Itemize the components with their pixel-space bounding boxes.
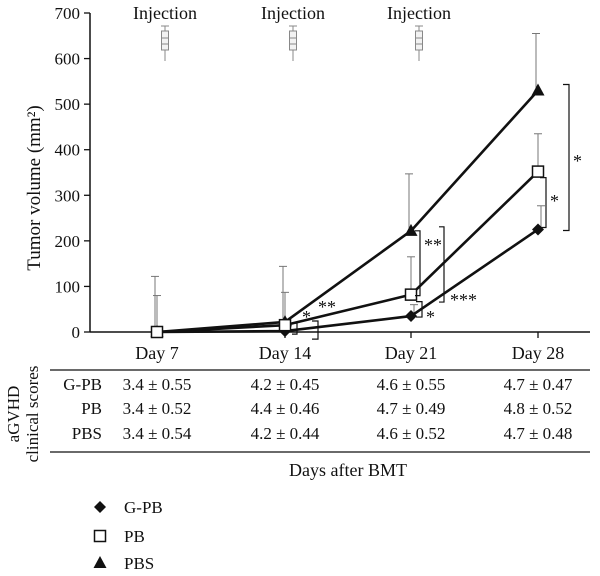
row-group-label: PB — [81, 399, 102, 418]
table-cell: 3.4 ± 0.52 — [123, 399, 192, 418]
syringe-icon — [161, 25, 169, 61]
table-cell: 3.4 ± 0.55 — [123, 375, 192, 394]
table-cell: 4.4 ± 0.46 — [251, 399, 320, 418]
error-bars — [151, 33, 545, 332]
table-cell: 4.7 ± 0.47 — [504, 375, 573, 394]
row-group-label: G-PB — [63, 375, 102, 394]
bracket-line — [415, 230, 421, 297]
significance-bracket: * — [563, 83, 582, 232]
legend-label: G-PB — [124, 498, 163, 517]
series-lines — [156, 89, 539, 334]
axes: 0 100 200 300 400 500 600 700 Day 7 Day 14 Day 21 D… — [55, 4, 590, 363]
significance-label: * — [550, 191, 559, 211]
table-cell: 4.7 ± 0.49 — [377, 399, 446, 418]
table-cell: 4.7 ± 0.48 — [504, 424, 573, 443]
table-row: PB 3.4 ± 0.52 4.4 ± 0.46 4.7 ± 0.49 4.8 ± 0.… — [81, 399, 572, 418]
y-tick-label: 400 — [55, 141, 81, 160]
legend-item-pbs: PBS — [93, 554, 154, 573]
legend-marker — [93, 556, 107, 568]
marker-g-pb — [532, 223, 544, 236]
bracket-line — [540, 176, 547, 229]
x-tick-label: Day 21 — [385, 343, 438, 363]
clinical-score-table: G-PB 3.4 ± 0.55 4.2 ± 0.45 4.6 ± 0.55 4.7 ± … — [4, 366, 590, 480]
table-cell: 4.8 ± 0.52 — [504, 399, 573, 418]
injection-marker: Injection — [387, 3, 451, 61]
bracket-line — [312, 320, 319, 340]
marker-g-pb — [405, 310, 417, 323]
table-cell: 4.6 ± 0.52 — [377, 424, 446, 443]
injection-marker: Injection — [133, 3, 197, 61]
syringe-barrel — [415, 30, 423, 51]
legend-marker — [93, 529, 107, 543]
y-tick-label: 200 — [55, 232, 81, 251]
marker-pb — [404, 288, 418, 301]
significance-label: ** — [318, 297, 336, 317]
significance-bracket: *** — [439, 226, 477, 310]
significance-bracket: * — [416, 301, 435, 327]
bracket-line — [439, 226, 445, 303]
y-tick-label: 600 — [55, 50, 81, 69]
injection-label: Injection — [261, 3, 325, 23]
marker-pb — [531, 165, 545, 178]
row-group-label: PBS — [72, 424, 102, 443]
significance-brackets: * ********** — [292, 83, 582, 340]
x-tick-label: Day 28 — [512, 343, 565, 363]
legend-label: PB — [124, 527, 145, 546]
injection-label: Injection — [387, 3, 451, 23]
y-tick-label: 0 — [72, 323, 81, 342]
side-label-line1: aGVHD — [4, 386, 23, 443]
significance-label: * — [426, 307, 435, 327]
marker-pb — [150, 325, 164, 339]
marker-pbs — [531, 83, 545, 96]
x-axis-title: Days after BMT — [289, 460, 407, 480]
legend-label: PBS — [124, 554, 154, 573]
y-tick-label: 700 — [55, 4, 81, 23]
injection-markers: Injection Injection Injection — [133, 3, 451, 61]
significance-bracket: * — [540, 176, 559, 229]
series-line-pb — [156, 170, 539, 334]
significance-bracket: * — [292, 307, 311, 335]
table-row: G-PB 3.4 ± 0.55 4.2 ± 0.45 4.6 ± 0.55 4.7 ± … — [63, 375, 573, 394]
table-cell: 4.2 ± 0.44 — [251, 424, 320, 443]
y-tick-label: 100 — [55, 277, 81, 296]
y-tick-label: 500 — [55, 95, 81, 114]
table-side-label: aGVHD clinical scores — [4, 366, 42, 463]
bracket-line — [416, 301, 423, 318]
legend-marker — [94, 501, 106, 513]
x-tick-label: Day 14 — [259, 343, 312, 363]
syringe-icon — [415, 25, 423, 61]
series-markers — [150, 83, 545, 339]
significance-label: *** — [450, 290, 477, 310]
significance-label: * — [573, 151, 582, 171]
marker-pb — [278, 318, 292, 332]
syringe-barrel — [289, 30, 297, 51]
significance-bracket: ** — [415, 230, 442, 297]
syringe-barrel — [161, 30, 169, 51]
table-cell: 4.2 ± 0.45 — [251, 375, 320, 394]
syringe-icon — [289, 25, 297, 61]
series-line-g-pb — [156, 228, 539, 334]
significance-label: * — [302, 307, 311, 327]
table-cell: 4.6 ± 0.55 — [377, 375, 446, 394]
legend: G-PB PB PBS — [93, 498, 163, 573]
injection-marker: Injection — [261, 3, 325, 61]
bracket-line — [563, 83, 570, 232]
x-tick-label: Day 7 — [135, 343, 179, 363]
y-tick-label: 300 — [55, 186, 81, 205]
table-cell: 3.4 ± 0.54 — [123, 424, 192, 443]
bracket-line — [292, 322, 298, 335]
side-label-line2: clinical scores — [23, 366, 42, 463]
legend-item-g-pb: G-PB — [94, 498, 163, 517]
significance-bracket: ** — [312, 297, 336, 340]
series-line-pbs — [156, 89, 539, 334]
marker-pbs — [404, 223, 418, 236]
legend-item-pb: PB — [93, 527, 145, 546]
table-row: PBS 3.4 ± 0.54 4.2 ± 0.44 4.6 ± 0.52 4.7 ± 0… — [72, 424, 573, 443]
significance-label: ** — [424, 235, 442, 255]
y-axis-label: Tumor volume (mm²) — [24, 105, 45, 270]
injection-label: Injection — [133, 3, 197, 23]
